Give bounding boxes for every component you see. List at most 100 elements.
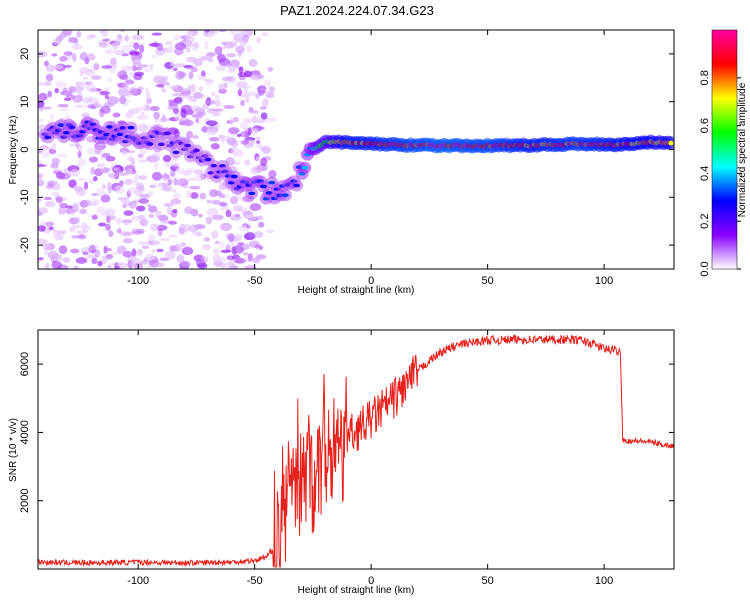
spectrogram-speckle xyxy=(240,99,245,107)
y-tick-label: 0 xyxy=(19,146,31,152)
spectrogram-speckle xyxy=(264,88,269,95)
spectrogram-speckle xyxy=(218,241,225,249)
spectrogram-speckle xyxy=(137,185,145,192)
spectrogram-speckle xyxy=(124,79,135,85)
spectrogram-speckle xyxy=(108,230,114,238)
spectrogram-speckle xyxy=(206,199,212,204)
spectrogram-speckle xyxy=(206,52,216,58)
spectrogram-speckle xyxy=(188,224,200,233)
spectrogram-speckle xyxy=(244,159,251,166)
spectrogram-speckle xyxy=(128,86,138,95)
spectrogram-speckle xyxy=(130,215,141,221)
spectrogram-speckle xyxy=(44,262,50,269)
spectrogram-speckle xyxy=(172,192,181,200)
spectrogram-speckle xyxy=(128,200,138,209)
spectrogram-speckle xyxy=(233,235,242,241)
spectrogram-speckle xyxy=(189,185,201,190)
spectrogram-speckle xyxy=(38,163,47,168)
spectrogram-speckle xyxy=(167,178,173,186)
spectrogram-speckle xyxy=(162,154,172,163)
spectrogram-speckle xyxy=(70,224,82,229)
spectrogram-speckle xyxy=(165,82,170,86)
spectrogram-speckle xyxy=(44,60,49,67)
spectrogram-speckle xyxy=(104,208,116,216)
spectrogram-speckle xyxy=(173,33,181,41)
spectrogram-speckle xyxy=(159,237,171,242)
spectrogram-speckle xyxy=(130,260,136,267)
spectrogram-ridge-cell xyxy=(146,142,154,146)
spectrogram-speckle xyxy=(51,53,58,57)
x-tick-label: -50 xyxy=(247,575,263,587)
spectrogram-speckle xyxy=(103,247,113,252)
spectrogram-speckle xyxy=(248,90,258,97)
spectrogram-speckle xyxy=(153,262,165,268)
spectrogram-speckle xyxy=(167,99,175,103)
spectrogram-speckle xyxy=(202,125,208,133)
spectrogram-speckle xyxy=(53,38,62,46)
spectrogram-speckle xyxy=(100,105,111,114)
spectrogram-speckle xyxy=(56,153,68,158)
spectrogram-speckle xyxy=(214,100,221,107)
spectrogram-speckle xyxy=(119,95,127,105)
spectrogram-y-ticks: -20 -10 0 10 20 xyxy=(19,48,674,253)
spectrogram-speckle xyxy=(175,96,183,105)
spectrogram-speckle xyxy=(86,88,98,92)
spectrogram-speckle xyxy=(122,83,129,89)
spectrogram-speckle xyxy=(161,177,167,181)
spectrogram-speckle xyxy=(38,259,41,264)
x-tick-label: -50 xyxy=(247,275,263,287)
spectrogram-speckle xyxy=(93,103,103,109)
spectrogram-speckle xyxy=(76,230,89,234)
y-tick-label: 20 xyxy=(19,48,31,60)
spectrogram-speckle xyxy=(166,68,174,72)
spectrogram-speckle xyxy=(70,248,80,254)
x-tick-label: 50 xyxy=(482,275,494,287)
spectrogram-speckle xyxy=(91,214,98,221)
spectrogram-speckle xyxy=(65,94,76,100)
spectrogram-speckle xyxy=(40,220,47,227)
spectrogram-ridge-cell xyxy=(157,142,165,147)
spectrogram-speckle xyxy=(97,222,107,227)
spectrogram-speckle xyxy=(170,198,182,205)
spectrogram-speckle xyxy=(215,65,227,72)
spectrogram-speckle xyxy=(147,234,156,243)
spectrogram-speckle xyxy=(245,264,257,269)
spectrogram-speckle xyxy=(173,67,178,72)
spectrogram-speckle xyxy=(247,127,253,136)
spectrogram-speckle xyxy=(45,64,57,72)
spectrogram-speckle xyxy=(83,181,89,190)
spectrogram-speckle xyxy=(197,258,205,266)
spectrogram-speckle xyxy=(72,53,77,62)
spectrogram-speckle xyxy=(82,96,91,104)
spectrogram-speckle xyxy=(81,84,91,90)
colorbar-tick-label: 0.2 xyxy=(699,214,711,229)
spectrogram-speckle xyxy=(204,99,217,105)
spectrogram-speckle xyxy=(150,223,160,232)
spectrogram-ridge-cell xyxy=(301,165,309,170)
chart-title: PAZ1.2024.224.07.34.G23 xyxy=(280,3,434,18)
spectrogram-speckle xyxy=(220,206,230,211)
spectrogram-speckle xyxy=(96,206,106,215)
spectrogram-ridge-cell xyxy=(172,150,180,155)
x-tick-label: 0 xyxy=(368,275,374,287)
spectrogram-speckle xyxy=(220,249,232,253)
spectrogram-speckle xyxy=(80,221,88,231)
spectrogram-speckle xyxy=(172,179,180,186)
spectrogram-speckle xyxy=(145,253,155,261)
spectrogram-speckle xyxy=(266,228,275,234)
spectrogram-speckle xyxy=(41,151,51,158)
spectrogram-speckle xyxy=(148,213,155,219)
spectrogram-speckle xyxy=(88,244,96,254)
spectrogram-speckle xyxy=(246,225,252,229)
spectrogram-speckle xyxy=(235,257,247,264)
spectrogram-speckle xyxy=(258,221,265,228)
y-tick-label: 10 xyxy=(19,96,31,108)
spectrogram-speckle xyxy=(134,71,145,77)
spectrogram-speckle xyxy=(268,170,277,179)
spectrogram-speckle xyxy=(55,196,64,204)
spectrogram-speckle xyxy=(105,87,110,91)
spectrogram-speckle xyxy=(172,92,183,97)
spectrogram-speckle xyxy=(101,30,109,37)
spectrogram-speckle xyxy=(155,210,162,219)
spectrogram-speckle xyxy=(48,226,54,231)
